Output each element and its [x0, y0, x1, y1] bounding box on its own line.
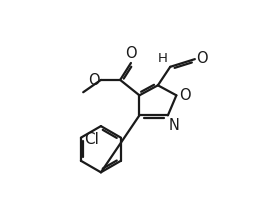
Text: N: N: [169, 118, 180, 133]
Text: H: H: [158, 52, 168, 64]
Text: O: O: [125, 46, 137, 61]
Text: Cl: Cl: [84, 132, 99, 147]
Text: O: O: [196, 51, 208, 66]
Text: O: O: [179, 88, 190, 103]
Text: O: O: [88, 73, 100, 88]
